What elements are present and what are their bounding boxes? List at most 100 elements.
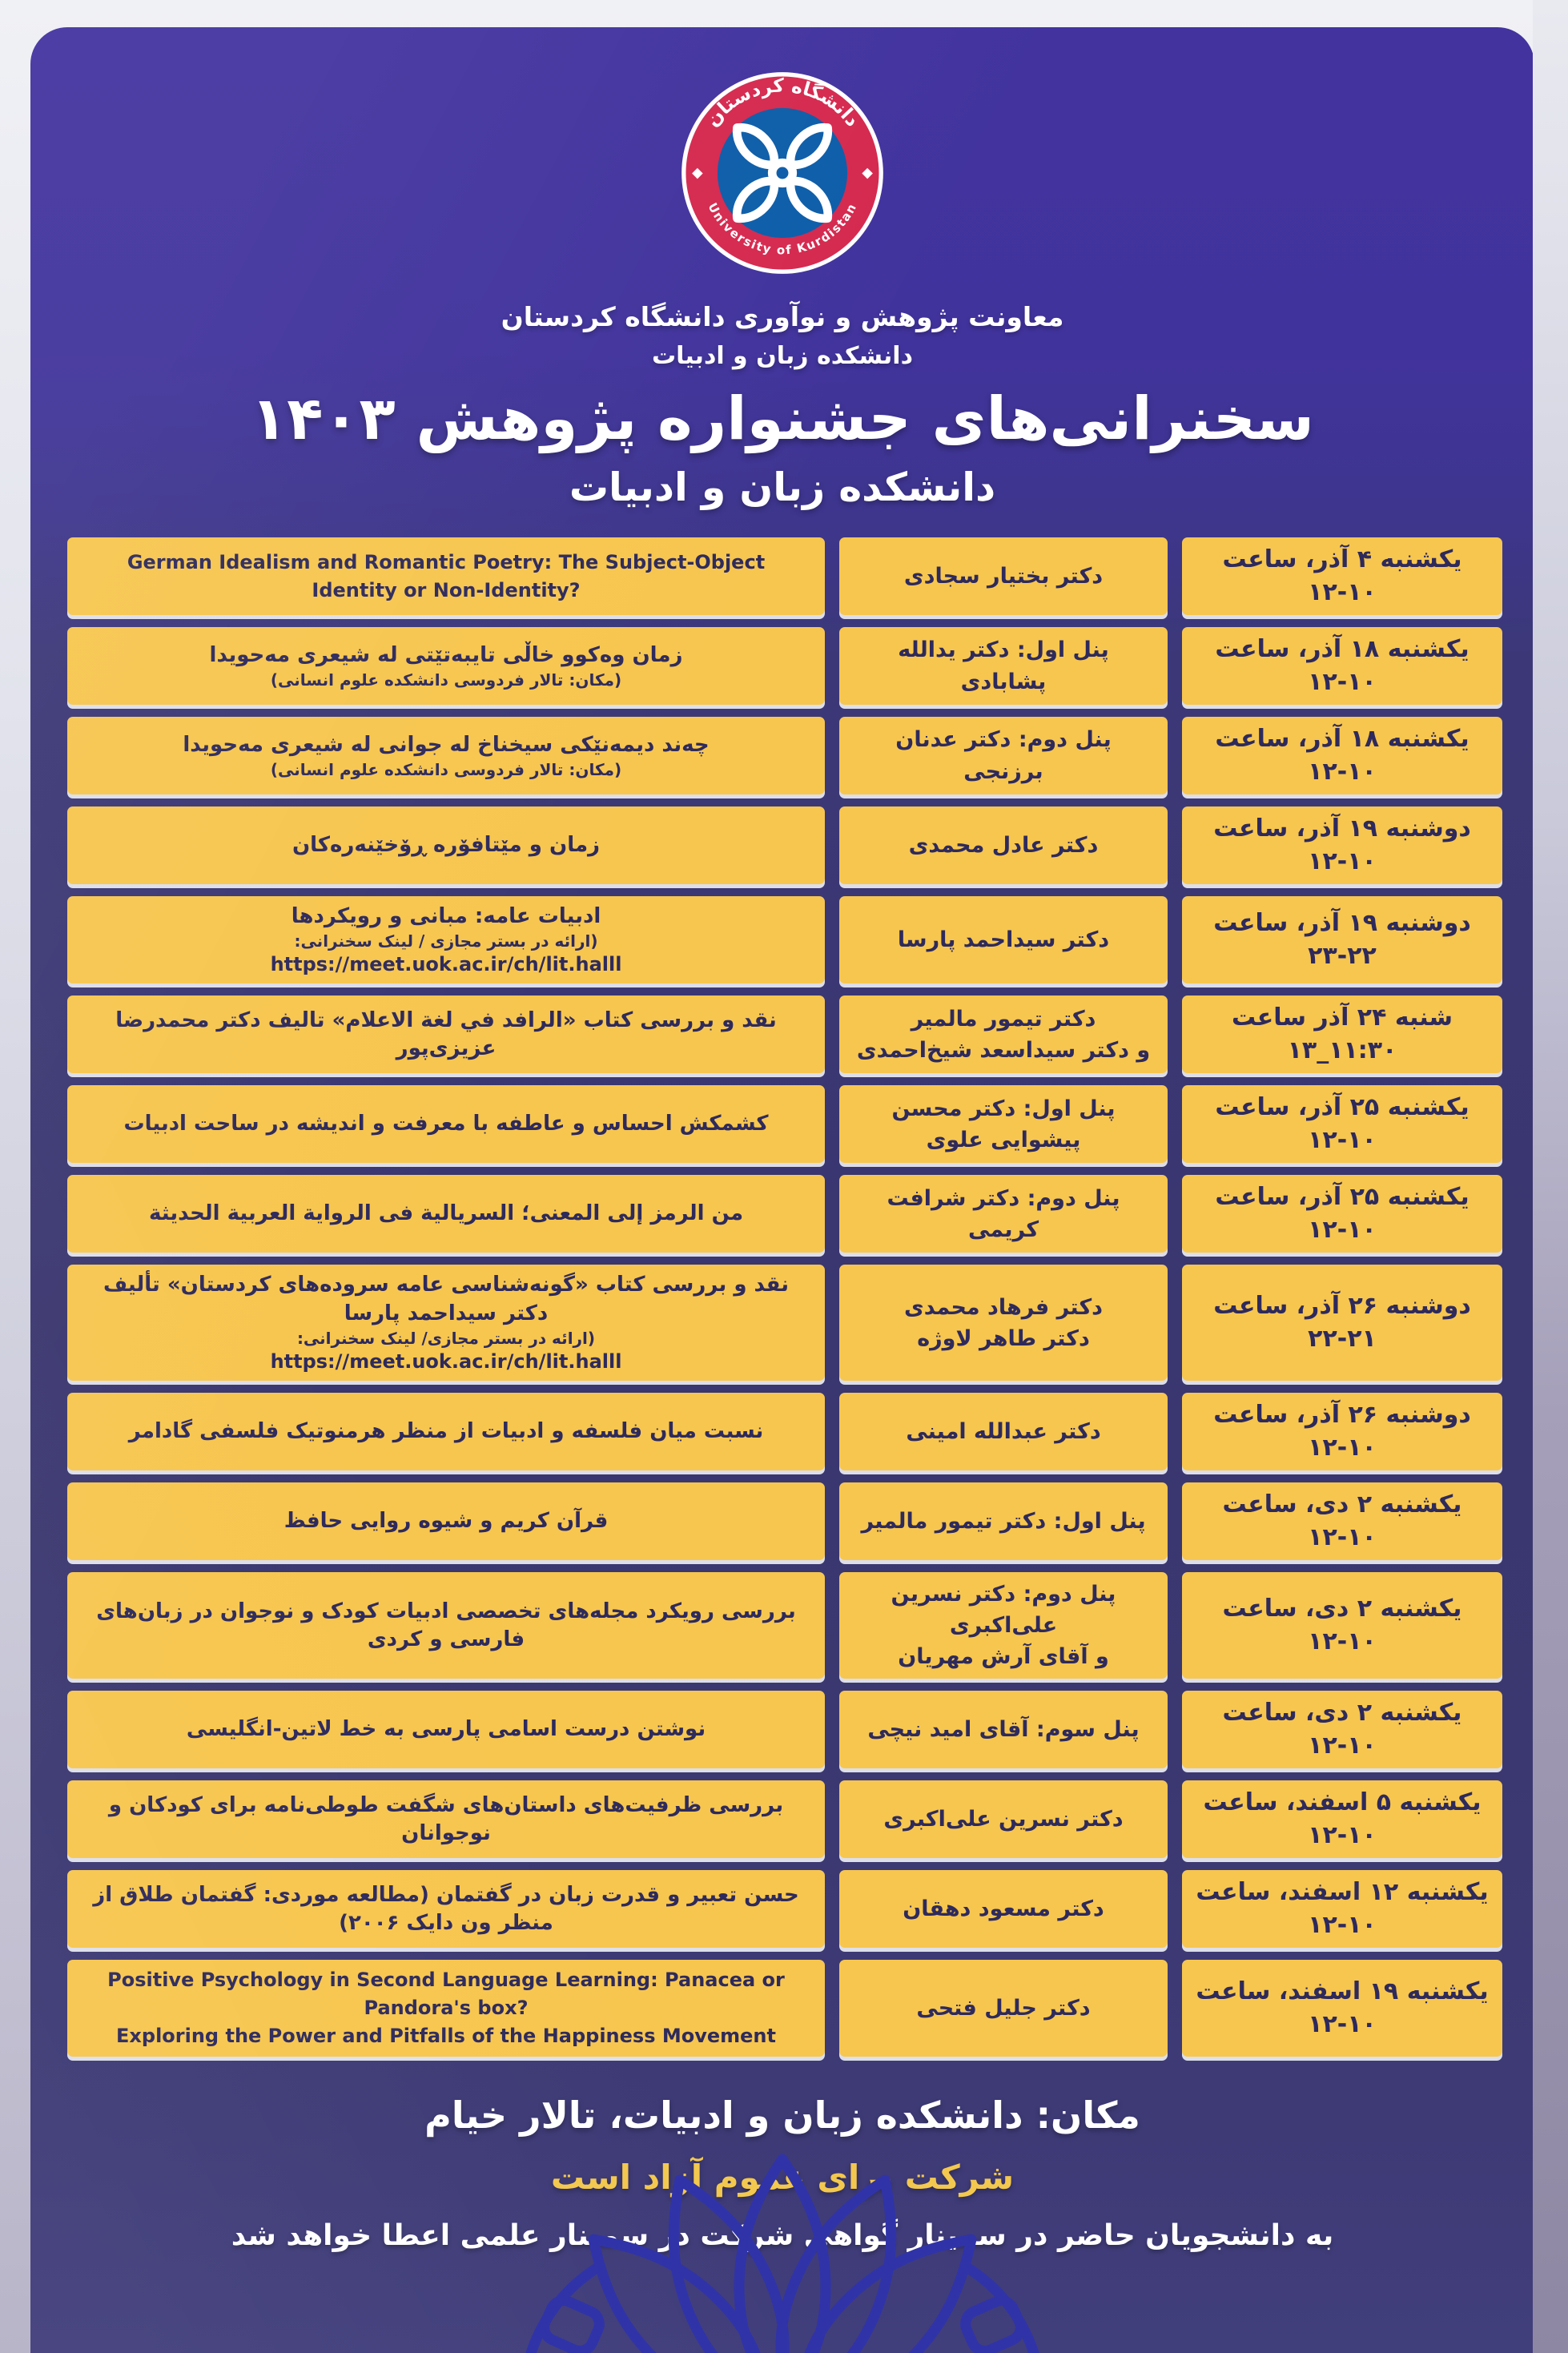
session-date-cell: یکشنبه ۱۸ آذر، ساعت ۱۰-۱۲ — [1182, 717, 1502, 794]
table-row: یکشنبه ۵ اسفند، ساعت ۱۰-۱۲ دکتر نسرین علی… — [67, 1780, 1502, 1859]
poster-title: سخنرانی‌های جشنواره پژوهش ۱۴۰۳ — [251, 384, 1314, 453]
session-topic-cell: زمان و مێتافۆرە ڕۆخێنەرەکان — [67, 806, 825, 884]
university-logo-icon: دانشگاه کردستان University of Kurdistan — [681, 72, 883, 274]
topic-line: زمان و مێتافۆرە ڕۆخێنەرەکان — [291, 832, 601, 857]
topic-line: بررسی رویکرد مجله‌های تخصصی ادبیات کودک … — [96, 1599, 796, 1651]
speaker-name: دکتر سیداحمد پارسا — [897, 927, 1110, 953]
speaker-name: دکتر نسرین علی‌اکبری — [883, 1807, 1124, 1832]
table-row: یکشنبه ۴ آذر، ساعت ۱۰-۱۲ دکتر بختیار سجاد… — [67, 537, 1502, 615]
table-row: شنبه ۲۴ آذر ساعت ۱۱:۳۰_۱۳ دکتر تیمور مالم… — [67, 996, 1502, 1074]
open-to-public-line: شرکت برای عموم آزاد است — [550, 2157, 1015, 2197]
session-speaker-cell: دکتر نسرین علی‌اکبری — [839, 1780, 1168, 1859]
topic-line: قرآن کریم و شیوه روایی حافظ — [283, 1509, 609, 1534]
speaker-name: پنل دوم: دکتر عدنان برزنجی — [895, 727, 1112, 784]
table-row: دوشنبه ۱۹ آذر، ساعت ۱۰-۱۲ دکتر عادل محمدی… — [67, 806, 1502, 884]
session-speaker-cell: دکتر عادل محمدی — [839, 806, 1168, 884]
session-speaker-cell: دکتر سیداحمد پارسا — [839, 896, 1168, 984]
poster-card: دانشگاه کردستان University of Kurdistan … — [30, 27, 1534, 2353]
speaker-name: دکتر عادل محمدی — [908, 832, 1099, 858]
session-speaker-cell: پنل دوم: دکتر عدنان برزنجی — [839, 717, 1168, 794]
certificate-line: به دانشجویان حاضر در سمینار گواهی شرکت د… — [231, 2218, 1334, 2252]
speaker-name: پنل دوم: دکتر نسرین علی‌اکبری — [891, 1582, 1116, 1639]
lecture-link-url: https://meet.uok.ac.ir/ch/lit.halll — [270, 953, 622, 976]
topic-line: من الرمز إلی المعنی؛ السریالیة فی الروای… — [148, 1201, 744, 1226]
topic-line: زمان وەکوو خاڵی تایبەتێتی لە شیعری مەحوی… — [209, 642, 683, 667]
speaker-name: پنل سوم: آقای امید نیچی — [867, 1717, 1140, 1743]
topic-line: ادبیات عامه: مبانی و رویکردها — [291, 904, 601, 928]
session-date-cell: شنبه ۲۴ آذر ساعت ۱۱:۳۰_۱۳ — [1182, 996, 1502, 1074]
topic-line: نقد و بررسی کتاب «گونه‌شناسی عامه سروده‌… — [103, 1273, 790, 1325]
speaker-name: دکتر مسعود دهقان — [903, 1896, 1104, 1922]
university-emblem-knot-icon — [733, 123, 832, 223]
speaker-name: پنل اول: دکتر محسن پیشوایی علوی — [891, 1096, 1116, 1152]
session-speaker-cell: پنل اول: دکتر یدالله پشابادی — [839, 627, 1168, 705]
speaker-name: دکتر طاهر لاوژه — [917, 1325, 1090, 1351]
session-speaker-cell: پنل دوم: دکتر شرافت کریمی — [839, 1175, 1168, 1253]
topic-line: نقد و بررسی کتاب «الرافد في لغة الاعلام»… — [115, 1008, 777, 1060]
topic-line: کشمکش احساس و عاطفه با معرفت و اندیشه در… — [123, 1112, 769, 1136]
session-topic-cell: نسبت میان فلسفه و ادبیات از منظر هرمنوتی… — [67, 1393, 825, 1471]
topic-line: (مکان: تالار فردوسی دانشکده علوم انسانی) — [270, 760, 622, 780]
table-row: یکشنبه ۲ دی، ساعت ۱۰-۱۲ پنل اول: دکتر تیم… — [67, 1482, 1502, 1561]
session-topic-cell: قرآن کریم و شیوه روایی حافظ — [67, 1482, 825, 1561]
table-row: یکشنبه ۱۹ اسفند، ساعت ۱۰-۱۲ دکتر جلیل فتح… — [67, 1960, 1502, 2057]
speaker-name: دکتر فرهاد محمدی — [904, 1294, 1103, 1320]
session-topic-cell: کشمکش احساس و عاطفه با معرفت و اندیشه در… — [67, 1085, 825, 1164]
session-date-cell: یکشنبه ۲۵ آذر، ساعت ۱۰-۱۲ — [1182, 1175, 1502, 1253]
session-date-cell: دوشنبه ۲۶ آذر، ساعت ۱۰-۱۲ — [1182, 1393, 1502, 1471]
speaker-name: دکتر جلیل فتحی — [916, 1996, 1091, 2021]
session-topic-cell: German Idealism and Romantic Poetry: The… — [67, 537, 825, 615]
lecture-link-url: https://meet.uok.ac.ir/ch/lit.halll — [270, 1349, 622, 1373]
session-speaker-cell: پنل دوم: دکتر نسرین علی‌اکبری و آقای آرش … — [839, 1572, 1168, 1679]
session-speaker-cell: دکتر بختیار سجادی — [839, 537, 1168, 615]
session-topic-cell: حسن تعبیر و قدرت زبان در گفتمان (مطالعه … — [67, 1870, 825, 1949]
session-speaker-cell: دکتر تیمور مالمیر و دکتر سیداسعد شیخ‌احمد… — [839, 996, 1168, 1074]
topic-line: Exploring the Power and Pitfalls of the … — [116, 2025, 776, 2048]
session-date-cell: یکشنبه ۲ دی، ساعت ۱۰-۱۲ — [1182, 1572, 1502, 1679]
table-row: یکشنبه ۱۲ اسفند، ساعت ۱۰-۱۲ دکتر مسعود ده… — [67, 1870, 1502, 1949]
session-topic-cell: زمان وەکوو خاڵی تایبەتێتی لە شیعری مەحوی… — [67, 627, 825, 705]
speaker-name: و دکتر سیداسعد شیخ‌احمدی — [856, 1037, 1151, 1063]
topic-line: نوشتن درست اسامی پارسی به خط لاتین-انگلی… — [186, 1717, 706, 1742]
university-logo: دانشگاه کردستان University of Kurdistan — [30, 27, 1534, 276]
topic-line: حسن تعبیر و قدرت زبان در گفتمان (مطالعه … — [93, 1882, 799, 1935]
topic-line: German Idealism and Romantic Poetry: The… — [127, 550, 766, 601]
session-speaker-cell: پنل اول: دکتر تیمور مالمیر — [839, 1482, 1168, 1561]
session-speaker-cell: پنل سوم: آقای امید نیچی — [839, 1691, 1168, 1769]
table-row: دوشنبه ۲۶ آذر، ساعت ۲۱-۲۲ دکتر فرهاد محمد… — [67, 1265, 1502, 1382]
topic-line: بررسی ظرفیت‌های داستان‌های شگفت طوطی‌نام… — [108, 1792, 784, 1845]
session-date-cell: دوشنبه ۱۹ آذر، ساعت ۱۰-۱۲ — [1182, 806, 1502, 884]
session-speaker-cell: دکتر فرهاد محمدی دکتر طاهر لاوژه — [839, 1265, 1168, 1382]
session-date-cell: یکشنبه ۲ دی، ساعت ۱۰-۱۲ — [1182, 1691, 1502, 1769]
topic-line: (ارائه در بستر مجازی / لینک سخنرانی: — [294, 931, 598, 951]
session-speaker-cell: دکتر جلیل فتحی — [839, 1960, 1168, 2057]
speaker-name: پنل اول: دکتر یدالله پشابادی — [898, 638, 1109, 694]
session-date-cell: یکشنبه ۱۸ آذر، ساعت ۱۰-۱۲ — [1182, 627, 1502, 705]
topic-line: چەند دیمەنێکی سیخناخ لە جوانی لە شیعری م… — [183, 732, 710, 757]
session-date-cell: یکشنبه ۱۹ اسفند، ساعت ۱۰-۱۲ — [1182, 1960, 1502, 2057]
topic-line: (ارائه در بستر مجازی/ لینک سخنرانی: — [296, 1328, 596, 1348]
session-speaker-cell: دکتر مسعود دهقان — [839, 1870, 1168, 1949]
speaker-name: پنل دوم: دکتر شرافت کریمی — [887, 1185, 1120, 1242]
org-line-faculty: دانشکده زبان و ادبیات — [652, 342, 913, 370]
session-date-cell: یکشنبه ۲ دی، ساعت ۱۰-۱۲ — [1182, 1482, 1502, 1561]
table-row: دوشنبه ۲۶ آذر، ساعت ۱۰-۱۲ دکتر عبدالله ام… — [67, 1393, 1502, 1471]
session-topic-cell: نقد و بررسی کتاب «گونه‌شناسی عامه سروده‌… — [67, 1265, 825, 1382]
topic-line: Positive Psychology in Second Language L… — [107, 1969, 785, 2020]
schedule-table: یکشنبه ۴ آذر، ساعت ۱۰-۱۲ دکتر بختیار سجاد… — [30, 537, 1534, 2057]
table-row: یکشنبه ۲ دی، ساعت ۱۰-۱۲ پنل سوم: آقای امی… — [67, 1691, 1502, 1769]
org-line-deputy: معاونت پژوهش و نوآوری دانشگاه کردستان — [501, 301, 1064, 332]
table-row: یکشنبه ۱۸ آذر، ساعت ۱۰-۱۲ پنل اول: دکتر ی… — [67, 627, 1502, 705]
session-topic-cell: چەند دیمەنێکی سیخناخ لە جوانی لە شیعری م… — [67, 717, 825, 794]
speaker-name: دکتر عبدالله امینی — [906, 1418, 1101, 1444]
speaker-name: و آقای آرش مهریان — [898, 1644, 1109, 1670]
topic-line: (مکان: تالار فردوسی دانشکده علوم انسانی) — [270, 670, 622, 690]
table-row: یکشنبه ۱۸ آذر، ساعت ۱۰-۱۲ پنل دوم: دکتر ع… — [67, 717, 1502, 794]
session-speaker-cell: پنل اول: دکتر محسن پیشوایی علوی — [839, 1085, 1168, 1164]
session-date-cell: یکشنبه ۵ اسفند، ساعت ۱۰-۱۲ — [1182, 1780, 1502, 1859]
table-row: یکشنبه ۲۵ آذر، ساعت ۱۰-۱۲ پنل دوم: دکتر ش… — [67, 1175, 1502, 1253]
session-topic-cell: نوشتن درست اسامی پارسی به خط لاتین-انگلی… — [67, 1691, 825, 1769]
table-row: یکشنبه ۲۵ آذر، ساعت ۱۰-۱۲ پنل اول: دکتر م… — [67, 1085, 1502, 1164]
session-date-cell: یکشنبه ۱۲ اسفند، ساعت ۱۰-۱۲ — [1182, 1870, 1502, 1949]
